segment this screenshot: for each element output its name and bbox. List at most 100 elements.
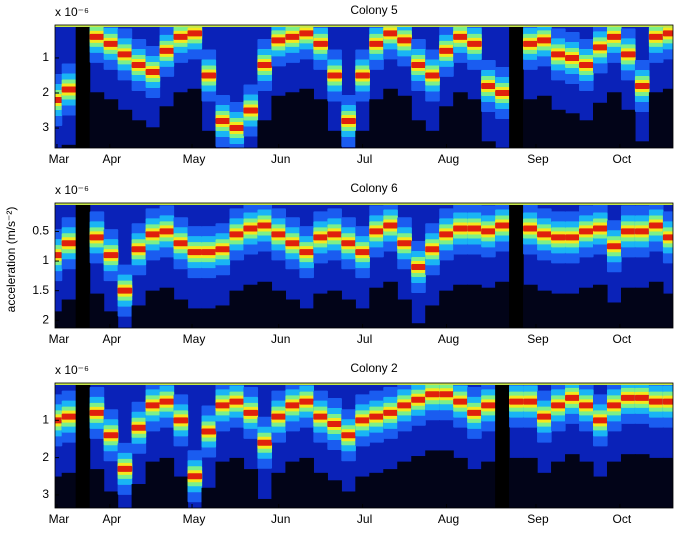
noise-floor — [481, 287, 496, 328]
noise-floor — [648, 281, 664, 328]
data-gap — [75, 203, 91, 328]
ridge-cell — [257, 439, 273, 446]
ridge-cell — [299, 398, 314, 405]
axis-exponent: x 10⁻⁶ — [55, 363, 89, 377]
noise-floor — [313, 99, 328, 148]
noise-floor — [425, 305, 440, 328]
noise-floor — [201, 130, 217, 148]
noise-floor — [509, 457, 524, 508]
ridge-cell — [229, 125, 245, 132]
noise-floor — [131, 305, 147, 328]
x-tick-label: Jun — [271, 152, 290, 166]
plot-frame — [54, 24, 674, 149]
ridge-cell — [257, 222, 273, 229]
noise-floor — [579, 120, 594, 148]
ridge-cell — [173, 240, 189, 247]
noise-floor — [523, 99, 538, 148]
x-tick-label: Apr — [102, 332, 121, 346]
noise-floor — [620, 109, 636, 148]
ridge-cell — [537, 413, 552, 420]
noise-floor — [606, 92, 622, 148]
ridge-cell — [355, 417, 370, 424]
ridge-cell — [131, 61, 147, 68]
noise-floor — [103, 491, 119, 508]
ridge-cell — [243, 409, 259, 416]
noise-floor — [523, 457, 538, 508]
x-tick-label: Aug — [438, 332, 459, 346]
noise-floor — [537, 290, 552, 328]
ridge-cell — [383, 409, 398, 416]
y-tick-label: 1 — [42, 50, 49, 64]
noise-floor — [579, 461, 594, 508]
plot-area — [55, 25, 673, 148]
noise-floor — [355, 476, 370, 508]
x-tick-label: Mar — [49, 512, 70, 526]
ridge-cell — [439, 391, 454, 398]
ridge-cell — [103, 432, 119, 439]
ridge-cell — [383, 222, 398, 229]
ridge-cell — [117, 287, 133, 294]
ridge-cell — [131, 424, 147, 431]
noise-floor — [662, 293, 673, 328]
noise-floor — [453, 284, 468, 328]
x-tick-label: Aug — [438, 512, 459, 526]
noise-floor — [523, 284, 538, 328]
noise-floor — [481, 141, 496, 148]
ridge-cell — [662, 30, 673, 37]
ridge-cell — [565, 234, 580, 241]
ridge-cell — [173, 417, 189, 424]
noise-floor — [425, 130, 440, 148]
noise-floor — [257, 120, 273, 148]
ridge-cell — [481, 82, 496, 89]
noise-floor — [89, 469, 105, 508]
noise-floor — [201, 487, 217, 508]
noise-floor — [551, 461, 566, 508]
data-gap — [75, 25, 91, 148]
noise-floor — [159, 457, 175, 508]
ridge-cell — [61, 413, 77, 420]
ridge-cell — [523, 225, 538, 232]
noise-floor — [662, 457, 673, 508]
noise-floor — [453, 92, 468, 148]
noise-floor — [648, 92, 664, 148]
ridge-cell — [439, 47, 454, 54]
noise-floor — [271, 472, 287, 508]
noise-floor — [565, 293, 580, 328]
ridge-cell — [215, 246, 231, 253]
x-tick-label: Jun — [271, 512, 290, 526]
noise-floor — [299, 308, 314, 328]
noise-floor — [369, 99, 384, 148]
ridge-cell — [481, 402, 496, 409]
noise-floor — [662, 88, 673, 148]
noise-floor — [215, 461, 231, 508]
x-tick-label: Mar — [49, 332, 70, 346]
noise-floor — [411, 323, 426, 328]
ridge-cell — [299, 30, 314, 37]
ridge-cell — [397, 240, 412, 247]
noise-floor — [634, 454, 650, 508]
ridge-cell — [243, 225, 259, 232]
noise-floor — [495, 281, 510, 328]
y-tick-label: 3 — [42, 487, 49, 501]
top-edge — [55, 25, 673, 27]
ridge-cell — [313, 40, 328, 47]
noise-floor — [131, 120, 147, 148]
ridge-cell — [481, 228, 496, 235]
noise-floor — [313, 293, 328, 328]
ridge-cell — [425, 246, 440, 253]
noise-floor — [173, 92, 189, 148]
x-tick-label: Oct — [613, 152, 632, 166]
noise-floor — [565, 113, 580, 148]
noise-floor — [341, 299, 356, 328]
data-gap — [495, 383, 510, 508]
ridge-cell — [453, 398, 468, 405]
noise-floor — [299, 88, 314, 148]
noise-floor — [634, 141, 650, 148]
x-tick-label: Jul — [357, 152, 372, 166]
noise-floor — [173, 476, 189, 508]
ridge-cell — [662, 398, 673, 405]
ridge-cell — [187, 473, 203, 480]
ridge-cell — [634, 228, 650, 235]
noise-floor — [159, 287, 175, 328]
top-edge — [55, 203, 673, 205]
